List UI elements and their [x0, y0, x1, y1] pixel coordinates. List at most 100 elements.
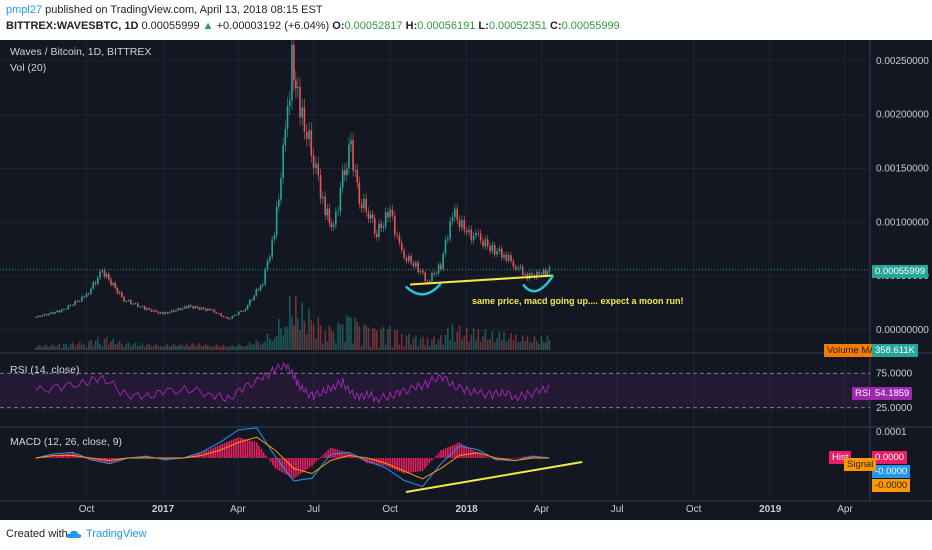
volume-bar — [168, 346, 171, 350]
macd-histogram-bar — [518, 457, 521, 458]
volume-bar — [447, 327, 449, 350]
volume-bar — [218, 346, 220, 350]
macd-histogram-bar — [451, 445, 454, 458]
rsi-value-tag: 54.1859 — [872, 387, 913, 400]
volume-bar — [288, 296, 291, 350]
volume-bar — [231, 345, 234, 350]
tradingview-link[interactable]: TradingView — [86, 528, 147, 540]
volume-bar — [118, 340, 121, 350]
published-text: published on TradingView.com, April 13, … — [42, 4, 323, 16]
volume-label: Vol (20) — [10, 62, 47, 74]
author-link[interactable]: pmpl27 — [6, 4, 43, 16]
volume-bar — [324, 330, 327, 350]
volume-bar — [475, 339, 477, 350]
candle-body — [231, 315, 234, 319]
volume-bar — [428, 346, 431, 350]
volume-bar — [542, 341, 545, 350]
candle-body — [373, 218, 376, 234]
volume-bar — [87, 341, 90, 350]
candle-body — [85, 293, 88, 297]
macd-histogram-bar — [283, 458, 286, 474]
candle-body — [94, 282, 97, 284]
volume-bar — [45, 344, 48, 350]
candle-body — [207, 308, 209, 311]
candle-body — [211, 309, 213, 311]
volume-bar — [194, 345, 196, 350]
candle-body — [507, 255, 510, 261]
volume-bar — [65, 343, 67, 350]
x-tick-label: 2018 — [455, 504, 478, 515]
volume-bar — [103, 338, 106, 350]
candle-body — [380, 223, 383, 228]
candle-body — [196, 306, 199, 308]
candle-body — [229, 318, 231, 320]
candle-body — [442, 253, 444, 270]
candle-body — [312, 155, 315, 169]
volume-bar — [505, 341, 508, 350]
macd-histogram-bar — [62, 454, 65, 458]
volume-bar — [350, 317, 352, 350]
volume-bar — [437, 339, 440, 350]
tradingview-cloud-icon — [66, 530, 82, 538]
candle-body — [78, 301, 81, 302]
volume-bar — [503, 332, 505, 350]
candle-body — [505, 254, 508, 261]
candle-body — [317, 163, 320, 175]
candle-body — [531, 273, 533, 276]
chart-svg[interactable]: Oct 2017 Apr Jul Oct 2018 Apr Jul Oct 2019 Apr 0.00… — [0, 40, 932, 520]
candle-body — [449, 221, 451, 239]
volume-bar — [396, 329, 398, 350]
y-tick-label: 0.00150000 — [876, 163, 929, 174]
volume-bar — [74, 346, 76, 350]
y-tick-label: 0.00250000 — [876, 56, 929, 67]
macd-histogram-bar — [548, 457, 550, 459]
volume-bar — [378, 347, 380, 350]
volume-bar — [172, 343, 175, 350]
chart-area[interactable]: Oct 2017 Apr Jul Oct 2018 Apr Jul Oct 2019 Apr 0.00… — [0, 40, 932, 520]
volume-bar — [463, 335, 466, 350]
macd-histogram-bar — [463, 445, 465, 458]
high-label: H: — [402, 20, 418, 32]
x-tick-label: Apr — [230, 504, 246, 515]
candle-body — [72, 305, 74, 306]
candle-body — [200, 307, 203, 310]
volume-bar — [85, 347, 88, 350]
volume-bar — [278, 318, 280, 350]
volume-bar — [291, 316, 293, 350]
candle-body — [198, 307, 201, 310]
macd-histogram-bar — [417, 458, 419, 472]
y-tick-label: 0.00100000 — [876, 217, 929, 228]
volume-bar — [398, 344, 401, 350]
candle-body — [288, 100, 291, 107]
volume-bar — [465, 328, 468, 350]
candle-body — [540, 274, 543, 276]
candle-body — [179, 308, 182, 310]
macd-histogram-bar — [509, 458, 511, 459]
volume-bar — [262, 343, 264, 350]
candle-body — [365, 198, 367, 212]
x-tick-label: Oct — [79, 504, 95, 515]
volume-bar — [371, 328, 374, 350]
volume-bar — [181, 345, 184, 350]
created-with-text: Created with — [6, 528, 68, 540]
macd-histogram-bar — [260, 448, 263, 458]
volume-bar — [248, 341, 251, 350]
candle-body — [470, 229, 473, 241]
macd-histogram-bar — [46, 456, 49, 458]
candle-body — [238, 311, 240, 315]
candle-body — [280, 178, 282, 200]
volume-bar — [322, 343, 324, 350]
volume-bar — [224, 346, 227, 350]
volume-bar — [137, 345, 139, 350]
x-tick-label: Jul — [307, 504, 320, 515]
volume-bar — [335, 342, 337, 350]
volume-bar — [440, 335, 442, 350]
candle-body — [242, 310, 244, 312]
volume-bar — [271, 340, 273, 350]
candle-body — [134, 303, 137, 305]
macd-histogram-bar — [85, 458, 88, 459]
macd-histogram-bar — [341, 450, 343, 458]
volume-bar — [454, 341, 456, 350]
candle-body — [54, 312, 56, 314]
candle-body — [251, 299, 253, 301]
